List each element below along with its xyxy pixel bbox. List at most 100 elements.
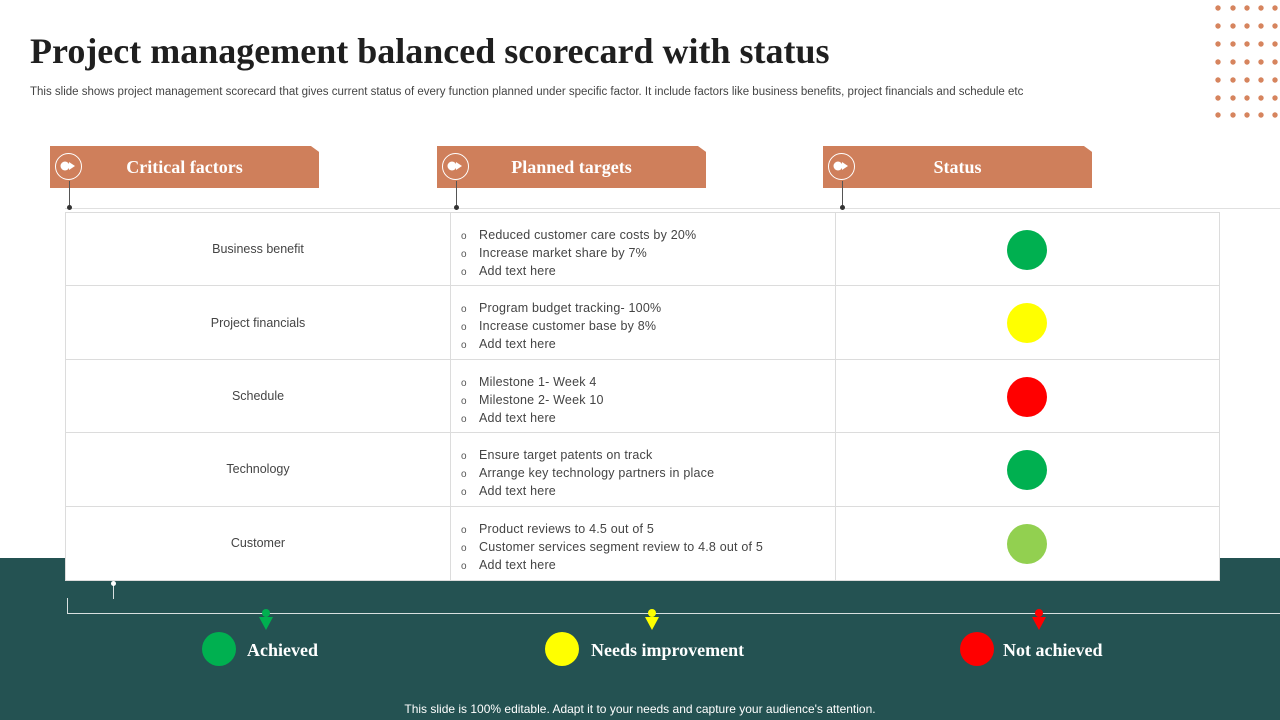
bullet-icon: o xyxy=(461,524,467,536)
status-indicator xyxy=(1007,230,1047,270)
target-item: o Reduced customer care costs by 20% xyxy=(461,227,835,245)
target-text: Arrange key technology partners in place xyxy=(479,466,715,481)
table-row: Technology o Ensure target patents on trac… xyxy=(66,433,1219,507)
target-item: o Add text here xyxy=(461,557,835,575)
bullet-icon: o xyxy=(461,340,467,352)
header-divider-line xyxy=(65,208,1280,209)
header-connector xyxy=(842,181,843,207)
header-label: Critical factors xyxy=(126,157,243,177)
table-row: Customer o Product reviews to 4.5 out of 5… xyxy=(66,506,1219,580)
bullet-icon: o xyxy=(461,560,467,572)
target-text: Add text here xyxy=(479,337,556,352)
page-title: Project management balanced scorecard wi… xyxy=(30,31,830,71)
status-cell xyxy=(836,360,1219,432)
bullet-icon: o xyxy=(461,322,467,334)
target-text: Milestone 2- Week 10 xyxy=(479,392,604,407)
target-text: Ensure target patents on track xyxy=(479,448,653,463)
target-item: o Add text here xyxy=(461,336,835,354)
factor-cell: Customer xyxy=(66,506,451,580)
table-row: Schedule o Milestone 1- Week 4 o Milestone 2… xyxy=(66,359,1219,434)
legend-connector xyxy=(113,583,114,599)
bullet-icon: o xyxy=(461,377,467,389)
target-arrow-icon xyxy=(55,153,82,180)
page-subtitle: This slide shows project management scor… xyxy=(30,86,1024,98)
target-item: o Add text here xyxy=(461,483,835,501)
header-planned-targets: Planned targets xyxy=(437,146,706,188)
targets-cell: o Reduced customer care costs by 20% o Incr… xyxy=(451,213,836,286)
target-arrow-icon xyxy=(828,153,855,180)
target-text: Product reviews to 4.5 out of 5 xyxy=(479,521,655,536)
scorecard-table: Business benefit o Reduced customer care c… xyxy=(65,212,1220,581)
target-text: Increase customer base by 8% xyxy=(479,319,657,334)
bullet-icon: o xyxy=(461,413,467,425)
legend-pin-dot xyxy=(111,581,116,586)
target-item: o Milestone 1- Week 4 xyxy=(461,374,835,392)
legend-connector xyxy=(67,598,114,614)
needs-improvement-dot xyxy=(545,632,579,666)
needs-improvement-marker-icon xyxy=(645,609,659,630)
header-label: Status xyxy=(933,157,982,177)
target-item: o Customer services segment review to 4.8… xyxy=(461,539,835,557)
decorative-dot-grid xyxy=(1215,5,1278,118)
target-text: Add text here xyxy=(479,484,556,499)
targets-cell: o Ensure target patents on track o Arrange … xyxy=(451,433,836,506)
header-status: Status xyxy=(823,146,1092,188)
target-item: o Arrange key technology partners in plac… xyxy=(461,465,835,483)
not-achieved-dot xyxy=(960,632,994,666)
target-text: Increase market share by 7% xyxy=(479,246,647,260)
target-item: o Add text here xyxy=(461,410,835,428)
header-label: Planned targets xyxy=(511,157,632,177)
target-text: Add text here xyxy=(479,557,556,572)
target-text: Milestone 1- Week 4 xyxy=(479,374,597,389)
needs-improvement-label: Needs improvement xyxy=(591,640,745,660)
bullet-icon: o xyxy=(461,451,467,463)
target-text: Program budget tracking- 100% xyxy=(479,301,662,316)
achieved-label: Achieved xyxy=(247,640,318,660)
bullet-icon: o xyxy=(461,542,467,554)
bullet-icon: o xyxy=(461,267,467,278)
header-critical-factors: Critical factors xyxy=(50,146,319,188)
achieved-marker-icon xyxy=(259,609,273,630)
connector-dot xyxy=(840,205,845,210)
status-indicator xyxy=(1007,303,1047,344)
factor-cell: Project financials xyxy=(66,286,451,359)
connector-dot xyxy=(454,205,459,210)
targets-cell: o Program budget tracking- 100% o Increase … xyxy=(451,286,836,359)
status-cell xyxy=(836,213,1219,285)
bullet-icon: o xyxy=(461,304,467,316)
not-achieved-marker-icon xyxy=(1032,609,1046,630)
factor-cell: Technology xyxy=(66,433,451,506)
target-text: Add text here xyxy=(479,264,556,278)
status-cell xyxy=(836,507,1219,580)
factor-cell: Business benefit xyxy=(66,213,451,286)
target-item: o Ensure target patents on track xyxy=(461,447,835,465)
status-indicator xyxy=(1007,450,1047,491)
target-item: o Product reviews to 4.5 out of 5 xyxy=(461,521,835,539)
status-cell xyxy=(836,286,1219,358)
target-arrow-icon xyxy=(442,153,469,180)
target-item: o Program budget tracking- 100% xyxy=(461,300,835,318)
table-row: Business benefit o Reduced customer care c… xyxy=(66,213,1219,287)
bullet-icon: o xyxy=(461,487,467,499)
not-achieved-label: Not achieved xyxy=(1003,640,1103,660)
bullet-icon: o xyxy=(461,469,467,481)
connector-dot xyxy=(67,205,72,210)
achieved-dot xyxy=(202,632,236,666)
target-item: o Milestone 2- Week 10 xyxy=(461,392,835,410)
targets-cell: o Milestone 1- Week 4 o Milestone 2- Week 1… xyxy=(451,359,836,433)
targets-cell: o Product reviews to 4.5 out of 5 o Custome… xyxy=(451,506,836,580)
bullet-icon: o xyxy=(461,249,467,260)
target-item: o Increase market share by 7% xyxy=(461,245,835,263)
legend-line xyxy=(67,613,1280,614)
header-connector xyxy=(456,181,457,207)
bottom-band xyxy=(0,558,1280,720)
target-text: Add text here xyxy=(479,410,556,425)
status-cell xyxy=(836,433,1219,505)
footer-note: This slide is 100% editable. Adapt it to… xyxy=(404,702,876,716)
bullet-icon: o xyxy=(461,231,467,242)
bullet-icon: o xyxy=(461,395,467,407)
header-connector xyxy=(69,181,70,207)
target-item: o Add text here xyxy=(461,263,835,281)
target-text: Customer services segment review to 4.8 … xyxy=(479,539,764,554)
table-row: Project financials o Program budget tracki… xyxy=(66,286,1219,360)
